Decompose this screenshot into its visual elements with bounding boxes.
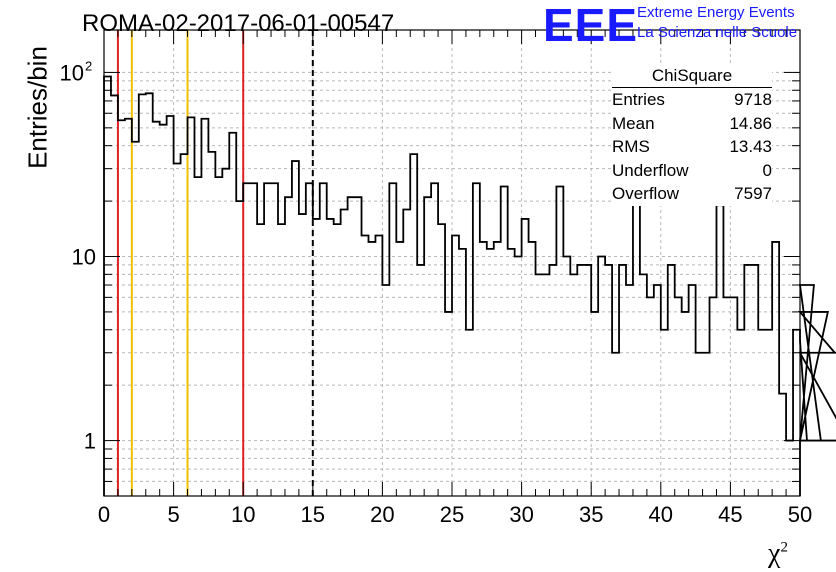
stats-value: 0: [762, 160, 772, 180]
eee-logo: EEE: [543, 0, 639, 51]
stats-box: ChiSquare Entries 9718 Mean 14.86 RMS 13.43…: [612, 66, 772, 206]
y-tick-label: 10: [72, 245, 96, 270]
x-tick-label: 0: [98, 502, 110, 527]
histogram-series: [103, 75, 836, 496]
x-tick-label: 10: [231, 502, 255, 527]
x-tick-label: 15: [301, 502, 325, 527]
x-axis-label-base: χ: [768, 538, 781, 569]
stats-label: RMS: [612, 137, 650, 156]
stats-row: Mean 14.86: [612, 112, 772, 136]
x-tick-label: 25: [440, 502, 464, 527]
y-tick-label: 10: [60, 60, 84, 85]
y-tick-label: 1: [84, 429, 96, 454]
stats-row: Overflow 7597: [612, 182, 772, 206]
stats-label: Mean: [612, 113, 655, 133]
stats-value: 7597: [734, 184, 772, 203]
x-tick-label: 50: [788, 502, 812, 527]
stats-row: Entries 9718: [612, 88, 772, 112]
x-tick-label: 35: [579, 502, 603, 527]
stats-value: 14.86: [729, 113, 772, 133]
x-tick-label: 20: [370, 502, 394, 527]
logo-tagline-1: Extreme Energy Events: [637, 4, 795, 21]
x-tick-label: 5: [167, 502, 179, 527]
stats-label: Underflow: [612, 160, 689, 180]
stats-title: ChiSquare: [612, 66, 772, 88]
reference-lines: [116, 30, 314, 496]
stats-value: 9718: [734, 90, 772, 109]
x-axis-label-sup: 2: [780, 539, 788, 556]
x-tick-label: 40: [649, 502, 673, 527]
stats-label: Overflow: [612, 184, 680, 203]
stats-row: RMS 13.43: [612, 135, 772, 159]
stats-value: 13.43: [729, 137, 772, 156]
logo-tagline-2: La Scienza nelle Scuole: [637, 24, 798, 41]
y-axis-label: Entries/bin: [22, 46, 53, 169]
stats-label: Entries: [612, 90, 665, 109]
stats-row: Underflow 0: [612, 159, 772, 183]
y-tick-label-sup: 2: [85, 58, 92, 73]
axis-ticks: [103, 30, 801, 497]
chart-title: ROMA-02-2017-06-01-00547: [82, 10, 395, 37]
x-axis-label: χ2: [768, 538, 788, 570]
x-tick-label: 45: [718, 502, 742, 527]
x-tick-label: 30: [509, 502, 533, 527]
grid-layer: [104, 30, 800, 497]
